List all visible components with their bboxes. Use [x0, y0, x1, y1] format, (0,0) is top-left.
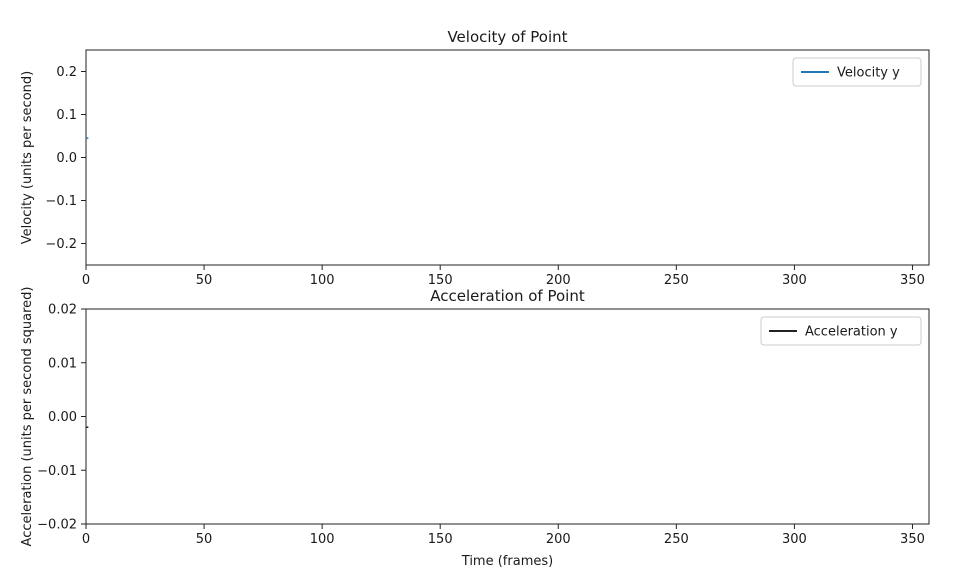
acceleration-chart: Acceleration of Point 0 50 100 150 200 250 300 3…: [20, 287, 930, 569]
velocity-y-tick-label: 0.2: [56, 65, 77, 80]
acceleration-y-tick-label: −0.02: [37, 518, 77, 533]
velocity-chart-title: Velocity of Point: [447, 28, 567, 46]
velocity-x-tick-label: 250: [664, 273, 689, 288]
acceleration-legend-box: [760, 316, 922, 346]
velocity-legend-box: [792, 57, 922, 87]
acceleration-x-tick-label: 200: [546, 532, 571, 547]
velocity-legend: Velocity y: [792, 57, 922, 87]
velocity-x-tick-label: 200: [546, 273, 571, 288]
acceleration-y-axis-label: Acceleration (units per second squared): [20, 287, 35, 547]
velocity-x-tick-label: 0: [82, 273, 90, 288]
acceleration-x-axis-label: Time (frames): [461, 554, 553, 569]
acceleration-x-tick-label: 250: [664, 532, 689, 547]
acceleration-x-tick-label: 50: [196, 532, 213, 547]
acceleration-y-tick-label: 0.01: [48, 356, 77, 371]
velocity-x-tick-label: 50: [196, 273, 213, 288]
velocity-chart: Velocity of Point 0 50 100 150 200 250 300 350 0.…: [20, 28, 930, 288]
acceleration-y-tick-label: −0.01: [37, 464, 77, 479]
acceleration-x-tick-label: 300: [782, 532, 807, 547]
acceleration-chart-title: Acceleration of Point: [430, 287, 585, 305]
acceleration-y-tick-label: 0.00: [48, 410, 77, 425]
acceleration-legend-label: Acceleration y: [805, 325, 898, 340]
velocity-y-tick-label: −0.1: [45, 194, 77, 209]
acceleration-x-tick-label: 0: [82, 532, 90, 547]
velocity-legend-label: Velocity y: [837, 66, 900, 81]
velocity-y-axis-label: Velocity (units per second): [20, 71, 35, 244]
velocity-x-tick-label: 150: [428, 273, 453, 288]
velocity-y-tick-label: 0.1: [56, 108, 77, 123]
velocity-y-tick-label: −0.2: [45, 237, 77, 252]
acceleration-x-tick-label: 150: [428, 532, 453, 547]
acceleration-x-tick-label: 350: [900, 532, 925, 547]
velocity-x-tick-label: 300: [782, 273, 807, 288]
velocity-x-tick-label: 350: [900, 273, 925, 288]
acceleration-x-tick-label: 100: [310, 532, 335, 547]
velocity-x-tick-label: 100: [310, 273, 335, 288]
velocity-y-tick-label: 0.0: [56, 151, 77, 166]
acceleration-legend: Acceleration y: [760, 316, 922, 346]
acceleration-y-tick-label: 0.02: [48, 303, 77, 318]
